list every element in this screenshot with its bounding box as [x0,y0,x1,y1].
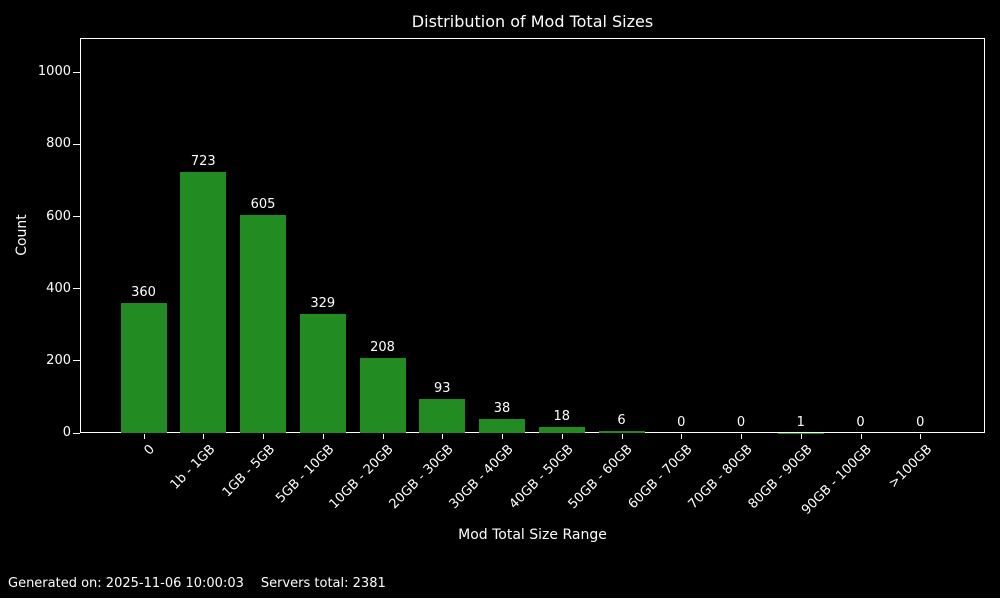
bar-value-label: 0 [736,415,746,430]
servers-total-text: Servers total: 2381 [260,576,386,591]
x-tick-mark [442,434,444,439]
y-tick-label: 600 [46,208,71,224]
bar [359,357,406,433]
y-tick-label: 1000 [37,64,71,80]
bar-value-label: 0 [916,415,925,430]
x-tick-label: 0 [141,442,159,459]
bottom-border-line [0,598,1000,600]
y-tick-mark [73,360,80,362]
x-tick-mark [143,434,145,439]
x-tick-mark [860,434,862,439]
generated-on-text: Generated on: 2025-11-06 10:00:03 [8,576,244,591]
bar [479,419,525,433]
bar [240,214,286,433]
y-tick-label: 200 [46,352,71,368]
y-tick-label: 400 [46,280,71,296]
y-tick-mark [73,432,80,434]
bar-value-label: 18 [553,408,571,424]
plot-area [80,38,985,433]
bar-value-label: 38 [493,401,511,417]
bar-value-label: 605 [250,196,276,212]
bar-value-label: 93 [433,381,451,397]
bar [299,314,346,433]
bar-value-label: 0 [677,415,686,430]
x-tick-mark [741,434,742,439]
x-tick-mark [681,434,683,439]
x-axis-label: Mod Total Size Range [458,527,607,543]
x-tick-mark [800,434,802,439]
bar [180,172,227,433]
x-tick-mark [621,434,623,439]
x-tick-label: 5GB - 10GB [273,442,338,507]
x-tick-label: 1GB - 5GB [219,442,278,501]
bar-value-label: 329 [310,296,336,312]
bar [598,430,645,433]
y-tick-label: 0 [62,425,71,440]
x-tick-mark [920,434,922,439]
bar-value-label: 208 [370,339,395,355]
x-tick-label: >100GB [885,442,935,492]
x-tick-mark [502,434,503,439]
bar [538,426,585,433]
x-tick-mark [561,434,563,439]
bar-value-label: 6 [617,412,626,428]
bar-value-label: 360 [131,285,156,301]
y-tick-mark [73,71,80,73]
x-tick-mark [382,434,384,439]
y-tick-mark [73,288,80,290]
chart-title: Distribution of Mod Total Sizes [411,12,654,31]
x-tick-mark [203,434,205,439]
x-tick-mark [322,434,324,439]
y-tick-label: 800 [46,136,71,152]
bar-value-label: 0 [856,415,865,430]
bar [120,303,167,433]
bar-value-label: 1 [796,414,805,430]
y-tick-mark [73,143,80,145]
x-tick-label: 1b - 1GB [167,442,218,493]
y-tick-mark [73,216,80,218]
footer: Generated on: 2025-11-06 10:00:03 Servers… [8,576,386,591]
x-tick-mark [263,434,264,439]
bar-value-label: 723 [190,154,216,170]
bar [419,399,466,433]
